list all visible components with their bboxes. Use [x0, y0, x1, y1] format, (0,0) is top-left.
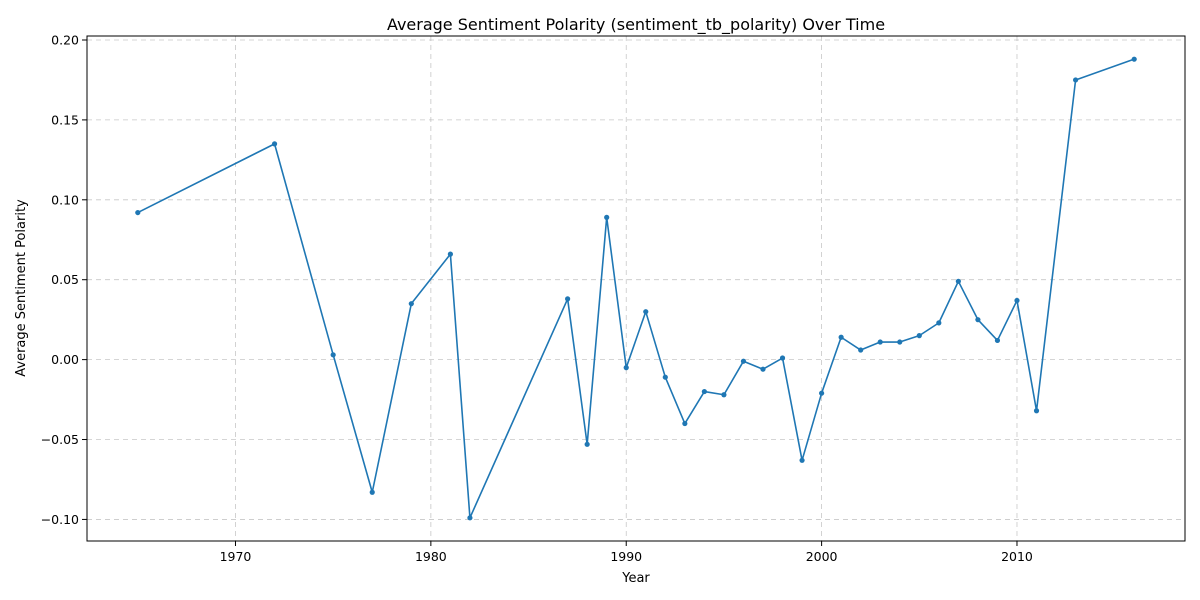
data-point: [369, 489, 375, 495]
data-point: [584, 441, 590, 447]
data-point: [1131, 56, 1137, 62]
data-point: [994, 337, 1001, 344]
data-point: [1014, 297, 1020, 304]
x-tick-label: 1990: [610, 549, 642, 564]
series-line: [137, 58, 1135, 519]
x-tick-label: 1980: [415, 549, 447, 564]
data-point: [858, 347, 864, 353]
data-point: [643, 309, 649, 315]
data-point: [447, 251, 453, 257]
data-point: [877, 339, 883, 345]
data-point: [975, 317, 981, 323]
data-point: [135, 209, 141, 216]
data-point: [721, 392, 727, 398]
data-point: [760, 366, 766, 372]
y-tick-label: 0.20: [51, 32, 79, 47]
data-point: [838, 334, 844, 340]
data-point: [740, 358, 747, 364]
data-point: [1033, 408, 1040, 414]
data-series: [135, 56, 1137, 521]
x-tick-label: 2000: [806, 549, 838, 564]
x-axis-label: Year: [621, 571, 650, 586]
data-point: [955, 278, 961, 284]
x-tick-label: 1970: [220, 549, 252, 564]
y-tick-label: −0.10: [41, 512, 79, 527]
x-tick-label: 2010: [1001, 549, 1033, 564]
chart-title: Average Sentiment Polarity (sentiment_tb…: [387, 15, 885, 35]
data-point: [467, 515, 473, 521]
data-point: [897, 339, 903, 345]
data-point: [936, 320, 942, 326]
y-tick-label: 0.00: [51, 352, 79, 367]
y-tick-label: 0.10: [51, 192, 79, 207]
data-point: [604, 214, 610, 220]
y-axis-label: Average Sentiment Polarity: [14, 199, 29, 377]
data-point: [819, 390, 825, 396]
data-point: [408, 301, 414, 307]
data-point: [916, 333, 922, 339]
y-tick-label: 0.15: [51, 112, 79, 127]
data-point: [779, 355, 786, 361]
data-point: [662, 374, 668, 380]
y-tick-label: 0.05: [51, 272, 79, 287]
data-point: [623, 365, 629, 371]
grid-lines: [87, 36, 1185, 541]
data-point: [565, 296, 571, 302]
data-point: [799, 457, 805, 463]
data-point: [271, 141, 278, 147]
axis-ticks: 1970 1980 1990 2000 2010 −0.10 −0.05 0.00 0.05 0.…: [41, 32, 1033, 564]
data-point: [330, 352, 336, 358]
data-point: [1072, 77, 1079, 83]
y-tick-label: −0.05: [41, 432, 79, 447]
data-point: [701, 388, 707, 395]
data-point: [682, 420, 688, 427]
plot-frame: [86, 35, 1186, 542]
